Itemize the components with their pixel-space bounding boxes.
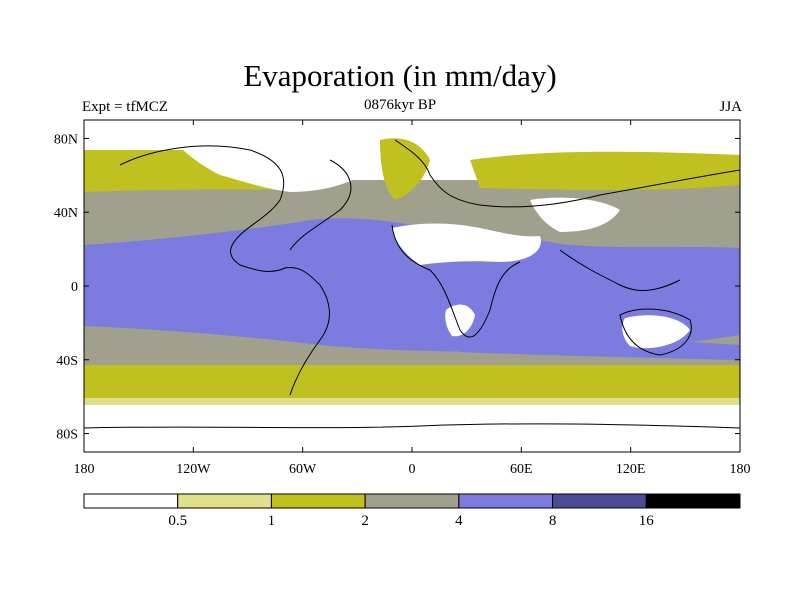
lat-label: 40S [56,354,78,369]
colorbar-label: 4 [455,513,463,529]
lon-label: 180 [730,462,751,477]
colorbar: 0.5 1 2 4 8 16 [83,493,741,529]
colorbar-swatch [177,493,272,509]
southeast-asia-coast [559,249,681,291]
antarctica-coast [84,423,740,429]
lat-label: 40N [54,206,78,221]
southern-africa-dry [445,304,475,337]
lon-label: 0 [409,462,416,477]
lon-label: 60E [510,462,533,477]
colorbar-swatch [364,493,460,509]
lat-label: 80N [54,132,78,147]
sahara-dry [392,223,541,265]
tropical-purple-belt [84,218,740,352]
latitude-axis: 80N 40N 0 40S 80S [54,132,740,443]
colorbar-label: 8 [549,513,557,529]
southern-yellow-band [84,360,740,398]
colorbar-swatch [645,493,741,509]
colorbar-label: 2 [361,513,369,529]
lon-label: 120E [616,462,646,477]
season-label: JJA [719,99,742,115]
colorbar-swatch [270,493,366,509]
central-asia-dry [530,197,620,232]
africa-coast [391,224,521,338]
eurasia-yellow [470,151,740,190]
lon-label: 120W [176,462,211,477]
eurasia-coast [394,139,740,208]
colorbar-swatch [458,493,554,509]
antarctica-dry [84,405,740,452]
time-label: 0876kyr BP [363,97,437,113]
lat-label: 0 [71,280,78,295]
arctic-dry [84,120,740,135]
contour-fill [84,120,740,452]
greenland-sea-yellow [380,138,430,200]
colorbar-label: 1 [268,513,276,529]
americas-west-coast [119,145,330,396]
lon-label: 180 [74,462,95,477]
coastlines [84,139,740,429]
lat-label: 80S [56,428,78,443]
colorbar-label: 0.5 [168,513,187,529]
colorbar-swatch [552,493,647,509]
colorbar-swatch [83,493,179,509]
colorbar-label: 16 [639,513,655,529]
map-title: Evaporation (in mm/day) [243,58,557,93]
experiment-label: Expt = tfMCZ [82,99,168,115]
indian-ocean-purple [440,330,740,360]
lon-label: 60W [289,462,317,477]
longitude-axis: 180 120W 60W 0 60E 120E 180 [74,120,751,477]
north-america-east-coast [289,159,352,251]
australia-dry [622,315,690,349]
australia-coast [619,308,692,356]
